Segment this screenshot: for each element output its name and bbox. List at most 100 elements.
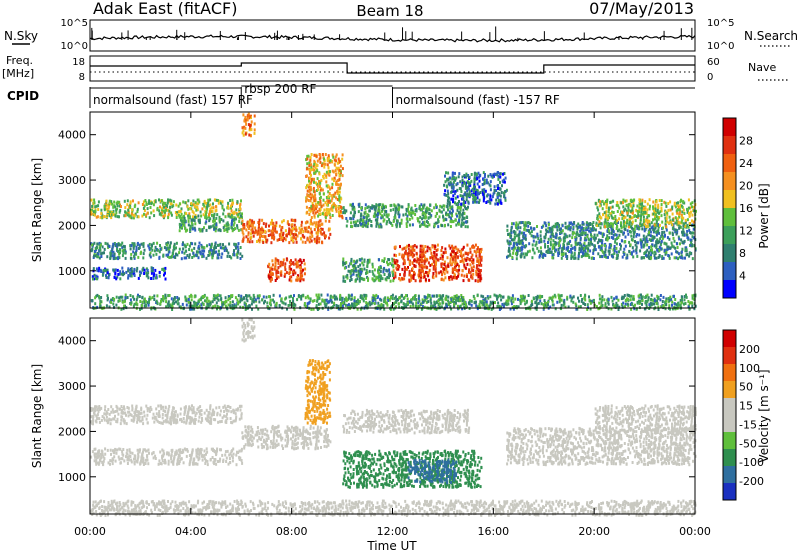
power-cell	[165, 204, 167, 207]
power-cell	[682, 217, 684, 220]
power-cell	[422, 245, 424, 248]
power-cell	[668, 238, 670, 241]
power-cell	[270, 273, 272, 276]
power-cell	[433, 251, 435, 254]
power-cell	[691, 244, 693, 247]
power-cell	[511, 238, 513, 241]
power-cell	[678, 227, 680, 230]
power-cell	[139, 274, 141, 277]
power-cell	[443, 268, 445, 271]
power-cell	[666, 248, 668, 251]
power-cell	[597, 252, 599, 255]
power-cell	[261, 219, 263, 222]
power-cell	[655, 257, 657, 260]
power-cell	[306, 226, 308, 229]
power-cell	[499, 181, 501, 184]
power-cell	[103, 269, 105, 272]
power-cell	[201, 230, 203, 233]
power-cell	[125, 271, 127, 274]
power-cell	[627, 233, 629, 236]
power-cell	[318, 224, 320, 227]
power-cell	[287, 220, 289, 223]
power-cell	[313, 187, 315, 190]
power-cell	[222, 212, 224, 215]
power-cell	[614, 241, 616, 244]
power-cell	[251, 219, 253, 222]
power-cell	[457, 202, 459, 205]
power-cell	[185, 212, 187, 215]
power-cell	[208, 213, 210, 216]
power-cell	[465, 225, 467, 228]
power-cell	[657, 241, 659, 244]
power-cell	[295, 279, 297, 282]
power-cell	[232, 202, 234, 205]
power-cell	[154, 269, 156, 272]
power-cell	[179, 202, 181, 205]
power-cell	[641, 246, 643, 249]
power-cell	[276, 231, 278, 234]
power-cell	[274, 230, 276, 233]
power-cell	[143, 272, 145, 275]
power-cell	[643, 235, 645, 238]
power-cell	[117, 204, 119, 207]
power-cell	[332, 214, 334, 217]
power-cell	[575, 257, 577, 260]
power-cell	[450, 191, 452, 194]
cpid-segment-label: normalsound (fast) 157 RF	[93, 93, 253, 107]
power-cell	[185, 250, 187, 253]
power-cell	[458, 219, 460, 222]
power-cell	[131, 208, 133, 211]
power-cell	[182, 243, 184, 246]
power-cell	[317, 160, 319, 163]
power-cell	[636, 252, 638, 255]
power-cell	[418, 274, 420, 277]
power-cell	[193, 254, 195, 257]
power-cell	[665, 202, 667, 205]
power-cell	[302, 269, 304, 272]
power-cell	[655, 242, 657, 245]
power-cell	[124, 206, 126, 209]
power-cell	[122, 254, 124, 257]
power-cell	[579, 242, 581, 245]
power-cell	[114, 253, 116, 256]
power-cell	[167, 198, 169, 201]
power-cell	[661, 221, 663, 224]
power-cell	[311, 194, 313, 197]
power-cell	[500, 202, 502, 205]
power-cell	[308, 155, 310, 158]
power-cell	[175, 246, 177, 249]
power-cell	[167, 247, 169, 250]
power-cell	[360, 223, 362, 226]
power-cell	[369, 218, 371, 221]
power-cell	[463, 275, 465, 278]
power-cell	[632, 255, 634, 258]
power-cell	[93, 199, 95, 202]
power-cell	[599, 204, 601, 207]
beam-title: Beam 18	[356, 2, 423, 20]
power-cell	[339, 191, 341, 194]
power-cell	[286, 235, 288, 238]
power-cell	[678, 252, 680, 255]
power-cell	[667, 209, 669, 212]
power-cell	[507, 233, 509, 236]
power-cell	[500, 172, 502, 175]
power-cell	[604, 225, 606, 228]
power-cell	[524, 303, 526, 306]
power-cell	[486, 181, 488, 184]
power-cell	[237, 250, 239, 253]
power-cell	[283, 219, 285, 222]
power-cell	[603, 203, 605, 206]
power-cell	[632, 216, 634, 219]
power-cell	[646, 243, 648, 246]
power-cell	[591, 243, 593, 246]
power-cell	[365, 272, 367, 275]
freq-left-label-1: Freq.	[6, 54, 33, 67]
power-cell	[555, 249, 557, 252]
power-cell	[310, 219, 312, 222]
power-cell	[308, 180, 310, 183]
power-cell	[336, 167, 338, 170]
power-cell	[243, 223, 245, 226]
power-cell	[322, 175, 324, 178]
power-cell	[232, 300, 234, 303]
power-cell	[122, 273, 124, 276]
